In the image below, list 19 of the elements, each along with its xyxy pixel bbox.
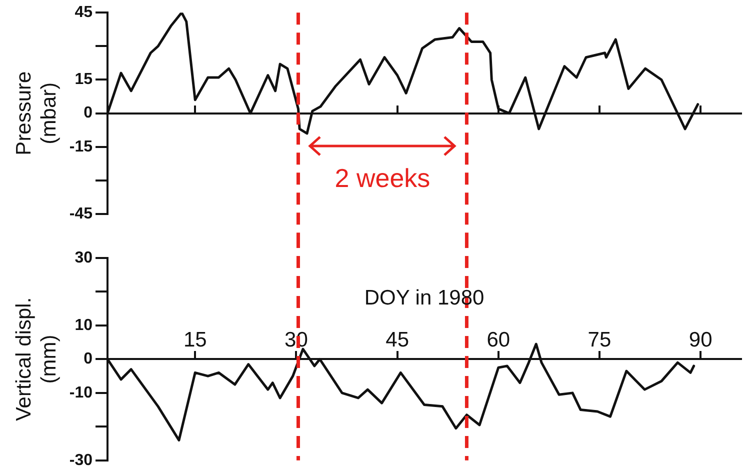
y-axis-title: Pressure (mbar) (12, 71, 61, 156)
y-tick-label: 15 (74, 71, 93, 88)
y-tick-label: 0 (84, 350, 93, 368)
y-tick-label: 10 (74, 316, 93, 334)
x-tick-label: 75 (588, 328, 612, 352)
y-axis-title: Vertical displ. (mm) (12, 297, 61, 422)
x-tick-label: 15 (183, 328, 207, 352)
x-tick-label: 60 (486, 328, 510, 352)
y-tick-label: 30 (74, 249, 93, 266)
y-tick-label: -10 (69, 384, 93, 402)
annotation: 2 weeks (334, 162, 430, 193)
y-tick-label: -45 (69, 205, 93, 222)
y-tick-label: -15 (69, 138, 93, 156)
x-tick-label: 90 (688, 328, 712, 352)
y-tick-label: 0 (84, 104, 93, 122)
y-tick-label: -30 (69, 452, 93, 469)
x-axis-title: DOY in 1980 (364, 286, 484, 310)
x-tick-label: 45 (386, 328, 409, 352)
y-tick-label: 45 (74, 4, 93, 22)
